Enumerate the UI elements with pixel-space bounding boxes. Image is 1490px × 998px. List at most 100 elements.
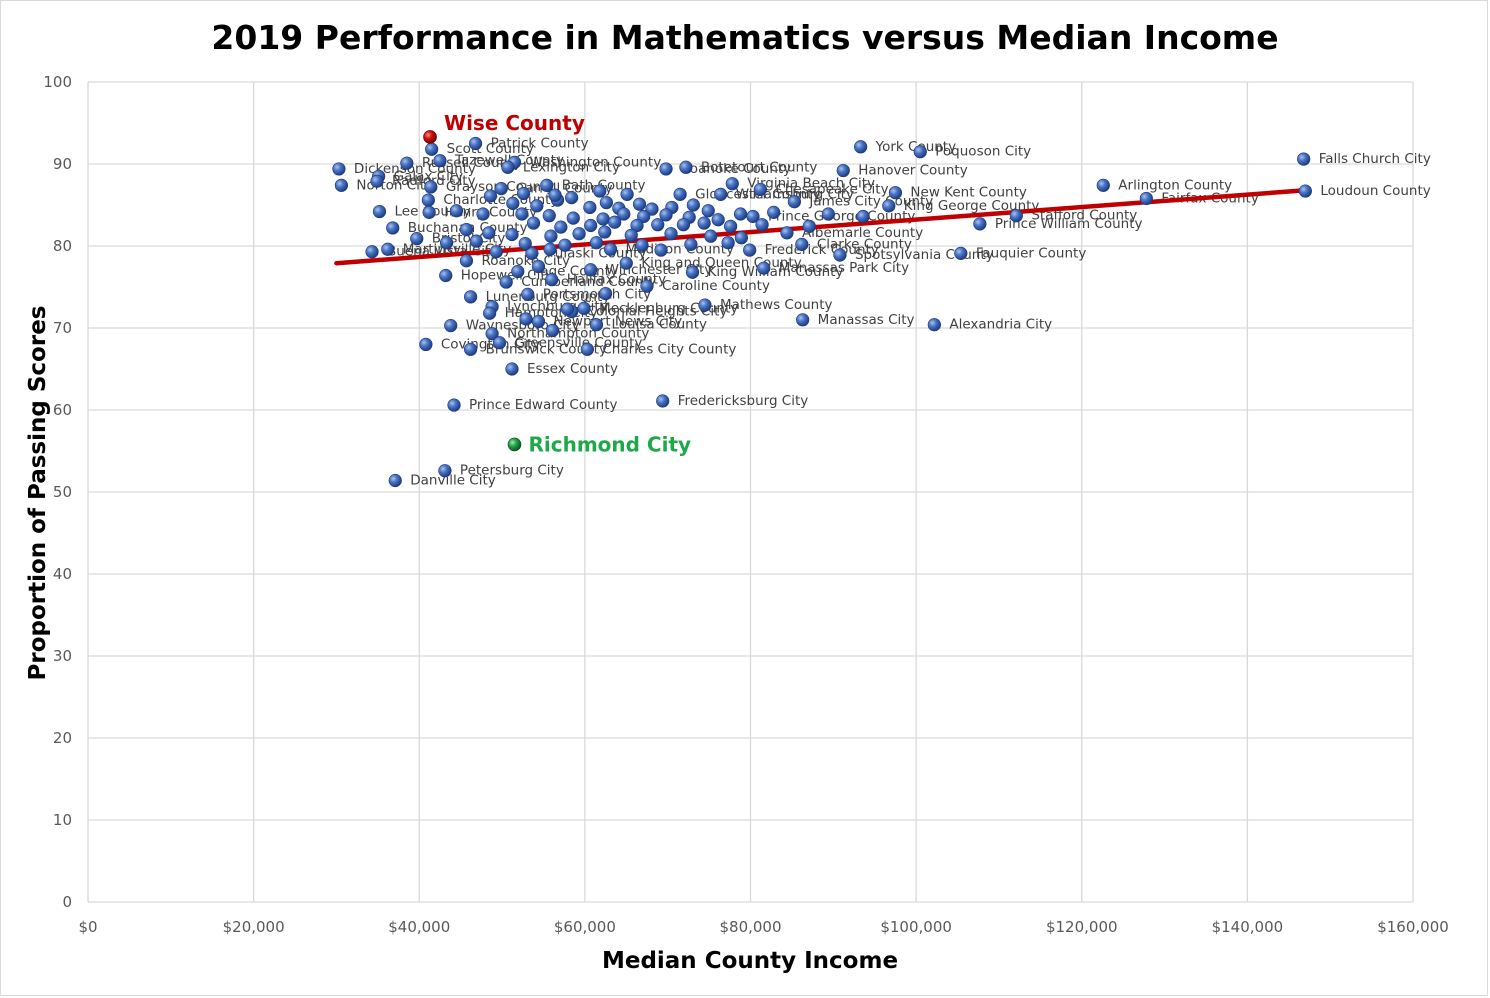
data-point	[468, 136, 483, 151]
data-point	[755, 218, 769, 232]
data-point	[439, 236, 454, 250]
data-point	[447, 398, 461, 412]
data-point	[620, 187, 634, 201]
data-point	[635, 238, 649, 252]
y-tick-label: 90	[53, 155, 72, 173]
data-point	[589, 236, 604, 250]
data-point-label: Lunenburg County	[486, 289, 611, 305]
data-point	[370, 174, 384, 188]
data-point-label: Danville City	[410, 473, 496, 489]
data-point	[724, 219, 738, 233]
data-point	[856, 209, 870, 224]
data-point-label: Frederick County	[765, 242, 879, 258]
y-tick-label: 30	[53, 647, 72, 665]
data-point-label: York County	[875, 139, 956, 155]
data-point-label: Poquoson City	[935, 144, 1031, 160]
data-point-label: Albemarle County	[802, 225, 923, 241]
data-point	[548, 188, 562, 202]
data-point	[489, 245, 503, 259]
richmond-city-point	[507, 437, 522, 452]
data-point	[469, 234, 483, 248]
data-point	[584, 218, 598, 233]
data-point	[545, 323, 560, 338]
data-point	[637, 209, 651, 224]
wise-county-point	[423, 130, 437, 144]
data-point	[645, 202, 659, 216]
data-point	[540, 178, 554, 192]
data-point	[743, 243, 757, 257]
data-point	[632, 197, 647, 211]
data-point-label: Greensville County	[515, 335, 643, 351]
data-point	[1139, 191, 1153, 206]
data-point	[589, 318, 604, 332]
data-point-label: Hopewell City	[461, 268, 554, 284]
data-point	[485, 327, 499, 341]
chart-title: 2019 Performance in Mathematics versus M…	[211, 18, 1279, 57]
data-point-label: Manassas Park City	[779, 260, 909, 276]
data-point-label: Chesapeake City	[775, 181, 888, 197]
x-axis-title: Median County Income	[601, 948, 899, 974]
data-point	[664, 227, 678, 241]
data-point	[640, 279, 654, 293]
data-point-label: King George County	[904, 198, 1040, 214]
x-tick-label: $100,000	[880, 918, 952, 936]
x-tick-label: $40,000	[388, 918, 450, 936]
data-point	[673, 187, 687, 201]
data-point	[560, 302, 575, 316]
data-point	[499, 275, 513, 289]
data-point	[656, 394, 670, 408]
data-point	[624, 228, 638, 242]
data-point	[438, 464, 452, 478]
data-point	[684, 237, 698, 251]
data-point	[599, 195, 614, 210]
data-point	[521, 287, 535, 301]
data-point	[425, 142, 439, 156]
data-point	[854, 140, 868, 154]
grid-lines	[87, 81, 1414, 903]
data-point	[659, 208, 673, 222]
data-point	[558, 238, 572, 252]
data-point-label: Falls Church City	[1319, 151, 1431, 167]
data-point	[505, 362, 519, 376]
data-point	[608, 215, 622, 229]
data-point	[419, 337, 433, 352]
data-point-label: Mathews County	[720, 297, 833, 313]
data-point	[424, 180, 438, 194]
data-point	[577, 301, 591, 315]
wise-county-label: Wise County	[444, 111, 585, 135]
data-point	[679, 160, 693, 174]
data-point	[836, 163, 850, 178]
data-point-label: Brunswick County	[486, 341, 607, 357]
data-point	[795, 237, 809, 251]
data-point-label: Prince William County	[995, 216, 1143, 232]
data-point-label: Galax City	[394, 168, 464, 184]
data-point	[651, 218, 665, 232]
y-tick-label: 60	[53, 401, 72, 419]
x-tick-label: $140,000	[1212, 918, 1284, 936]
data-point	[580, 342, 594, 356]
richmond-city-label: Richmond City	[528, 432, 691, 456]
data-point	[463, 342, 478, 356]
data-point-label: Fredericksburg City	[678, 393, 809, 409]
data-point	[505, 227, 519, 242]
data-point	[365, 245, 379, 259]
data-point	[410, 232, 424, 246]
data-point-label: Roanoke City	[481, 253, 570, 269]
data-point	[711, 213, 725, 227]
data-point	[565, 191, 579, 205]
data-point	[531, 259, 546, 274]
data-point	[734, 231, 748, 245]
data-point-label: Stafford County	[1031, 208, 1137, 224]
y-tick-label: 70	[53, 319, 72, 337]
data-point-label: Alexandria City	[949, 317, 1052, 333]
x-tick-label: $20,000	[223, 918, 285, 936]
data-point	[796, 313, 810, 327]
data-point	[476, 207, 490, 221]
data-point	[757, 261, 771, 275]
data-point	[566, 211, 580, 225]
data-point-label: Caroline County	[662, 278, 770, 294]
y-tick-label: 40	[53, 565, 72, 583]
data-point	[381, 242, 395, 256]
